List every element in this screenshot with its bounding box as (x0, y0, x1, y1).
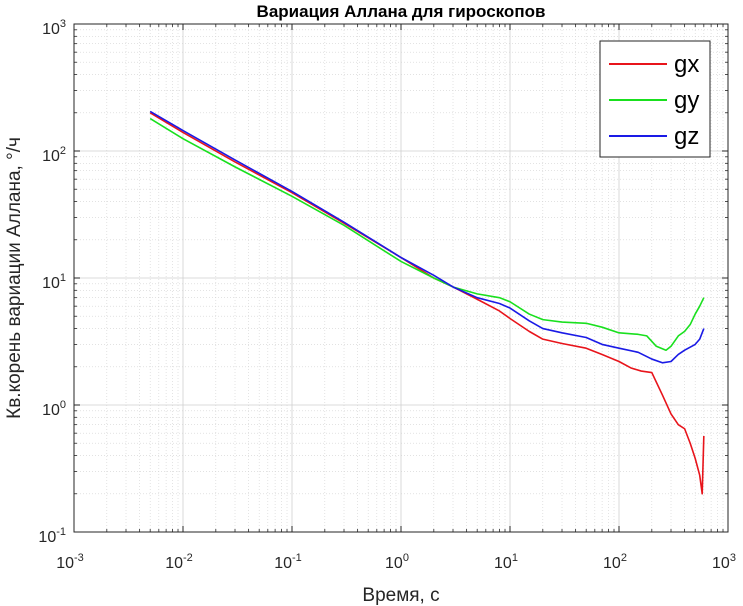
y-tick-label-exponent: 3 (60, 18, 66, 30)
y-tick-label: 102 (42, 145, 66, 165)
y-tick-label-exponent: 2 (60, 145, 66, 157)
x-tick-label-base: 10 (712, 555, 730, 572)
x-tick-label: 10-1 (274, 552, 302, 572)
x-tick-label-exponent: 1 (512, 552, 518, 564)
x-axis-label: Время, с (362, 585, 439, 606)
y-tick-label-base: 10 (42, 148, 60, 165)
legend-label-gy: gy (674, 87, 699, 114)
x-tick-label-exponent: 2 (621, 552, 627, 564)
x-tick-label-exponent: -2 (183, 552, 193, 564)
x-tick-label-base: 10 (385, 555, 403, 572)
x-tick-labels: 10-3 10-2 10-1 100 101 102 103 (56, 552, 736, 572)
y-tick-label-exponent: 0 (60, 399, 66, 411)
y-axis-label: Кв.корень вариации Аллана, °/ч (4, 137, 25, 419)
y-tick-label-base: 10 (38, 529, 56, 546)
x-tick-label: 103 (712, 552, 736, 572)
x-tick-label-base: 10 (165, 555, 183, 572)
y-tick-label-exponent: 1 (60, 272, 66, 284)
x-tick-label-exponent: 3 (730, 552, 736, 564)
y-tick-label: 100 (42, 399, 66, 419)
legend: gx gy gz (599, 40, 711, 158)
x-tick-label-exponent: 0 (403, 552, 409, 564)
x-tick-label: 102 (603, 552, 627, 572)
x-tick-label-base: 10 (603, 555, 621, 572)
y-tick-label: 101 (42, 272, 66, 292)
x-tick-label-exponent: -1 (292, 552, 302, 564)
x-tick-label-exponent: -3 (74, 552, 84, 564)
series-line-gy (149, 117, 705, 352)
y-tick-label: 103 (42, 18, 66, 38)
y-tick-label-base: 10 (42, 275, 60, 292)
y-tick-label: 10-1 (38, 526, 66, 546)
legend-label-gx: gx (674, 51, 699, 78)
x-tick-label: 10-2 (165, 552, 193, 572)
x-tick-label: 100 (385, 552, 409, 572)
series-layer (149, 110, 705, 495)
x-tick-label-base: 10 (56, 555, 74, 572)
series-line-gz (149, 110, 705, 364)
y-tick-label-exponent: -1 (56, 526, 66, 538)
x-tick-label: 101 (494, 552, 518, 572)
x-tick-label: 10-3 (56, 552, 84, 572)
axis-ticks (73, 23, 729, 533)
y-tick-label-base: 10 (42, 402, 60, 419)
x-tick-label-base: 10 (494, 555, 512, 572)
x-tick-label-base: 10 (274, 555, 292, 572)
legend-label-gz: gz (674, 123, 699, 150)
chart-title: Вариация Аллана для гироскопов (257, 2, 546, 21)
y-tick-label-base: 10 (42, 21, 60, 38)
